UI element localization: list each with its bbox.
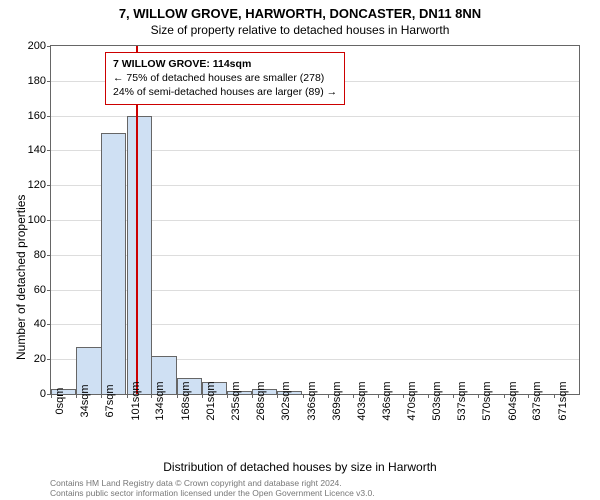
- chart-title-2: Size of property relative to detached ho…: [0, 23, 600, 37]
- y-tick: [47, 81, 51, 82]
- y-tick: [47, 290, 51, 291]
- footnote: Contains HM Land Registry data © Crown c…: [50, 478, 580, 498]
- x-tick: [227, 394, 228, 398]
- x-tick: [177, 394, 178, 398]
- x-tick-label: 0sqm: [54, 388, 66, 415]
- x-tick: [554, 394, 555, 398]
- callout-line3: 24% of semi-detached houses are larger (…: [113, 85, 337, 99]
- y-tick: [47, 150, 51, 151]
- x-tick: [76, 394, 77, 398]
- y-tick-label: 180: [28, 75, 46, 87]
- y-tick: [47, 324, 51, 325]
- x-tick-label: 302sqm: [280, 381, 292, 420]
- footnote-line2: Contains public sector information licen…: [50, 488, 375, 498]
- x-tick-label: 168sqm: [180, 381, 192, 420]
- y-tick-label: 160: [28, 110, 46, 122]
- x-tick: [277, 394, 278, 398]
- x-tick-label: 436sqm: [381, 381, 393, 420]
- x-tick-label: 34sqm: [79, 384, 91, 417]
- x-tick-label: 101sqm: [130, 381, 142, 420]
- y-tick: [47, 220, 51, 221]
- x-tick: [101, 394, 102, 398]
- x-axis-label: Distribution of detached houses by size …: [0, 460, 600, 474]
- x-tick-label: 403sqm: [356, 381, 368, 420]
- y-tick: [47, 46, 51, 47]
- y-tick-label: 40: [34, 318, 46, 330]
- x-tick: [328, 394, 329, 398]
- callout-title: 7 WILLOW GROVE: 114sqm: [113, 57, 337, 71]
- x-tick-label: 336sqm: [306, 381, 318, 420]
- x-tick-label: 67sqm: [104, 384, 116, 417]
- x-tick: [51, 394, 52, 398]
- x-tick-label: 470sqm: [406, 381, 418, 420]
- y-tick: [47, 359, 51, 360]
- y-axis-label: Number of detached properties: [14, 195, 28, 360]
- x-tick: [403, 394, 404, 398]
- x-tick-label: 637sqm: [531, 381, 543, 420]
- x-tick: [303, 394, 304, 398]
- y-tick-label: 60: [34, 284, 46, 296]
- x-tick: [453, 394, 454, 398]
- x-tick-label: 201sqm: [205, 381, 217, 420]
- x-tick-label: 268sqm: [255, 381, 267, 420]
- histogram-bar: [127, 116, 152, 394]
- y-tick: [47, 255, 51, 256]
- x-tick: [202, 394, 203, 398]
- y-tick: [47, 116, 51, 117]
- y-tick-label: 20: [34, 353, 46, 365]
- x-tick-label: 235sqm: [230, 381, 242, 420]
- x-tick: [504, 394, 505, 398]
- y-tick-label: 120: [28, 179, 46, 191]
- y-tick-label: 140: [28, 144, 46, 156]
- histogram-bar: [101, 133, 126, 394]
- x-tick-label: 570sqm: [481, 381, 493, 420]
- chart-container: 7, WILLOW GROVE, HARWORTH, DONCASTER, DN…: [0, 0, 600, 500]
- x-tick-label: 369sqm: [331, 381, 343, 420]
- x-tick-label: 604sqm: [507, 381, 519, 420]
- x-tick: [428, 394, 429, 398]
- x-tick: [127, 394, 128, 398]
- x-tick-label: 503sqm: [431, 381, 443, 420]
- x-tick: [353, 394, 354, 398]
- footnote-line1: Contains HM Land Registry data © Crown c…: [50, 478, 342, 488]
- chart-title-1: 7, WILLOW GROVE, HARWORTH, DONCASTER, DN…: [0, 6, 600, 21]
- x-tick-label: 134sqm: [154, 381, 166, 420]
- x-tick-label: 671sqm: [557, 381, 569, 420]
- x-tick: [151, 394, 152, 398]
- callout-line2: ← 75% of detached houses are smaller (27…: [113, 71, 337, 85]
- callout-box: 7 WILLOW GROVE: 114sqm ← 75% of detached…: [105, 52, 345, 105]
- x-tick: [528, 394, 529, 398]
- x-tick-label: 537sqm: [456, 381, 468, 420]
- y-tick-label: 0: [40, 388, 46, 400]
- x-tick: [378, 394, 379, 398]
- y-tick-label: 80: [34, 249, 46, 261]
- y-tick-label: 200: [28, 40, 46, 52]
- y-tick: [47, 185, 51, 186]
- x-tick: [478, 394, 479, 398]
- x-tick: [252, 394, 253, 398]
- y-tick-label: 100: [28, 214, 46, 226]
